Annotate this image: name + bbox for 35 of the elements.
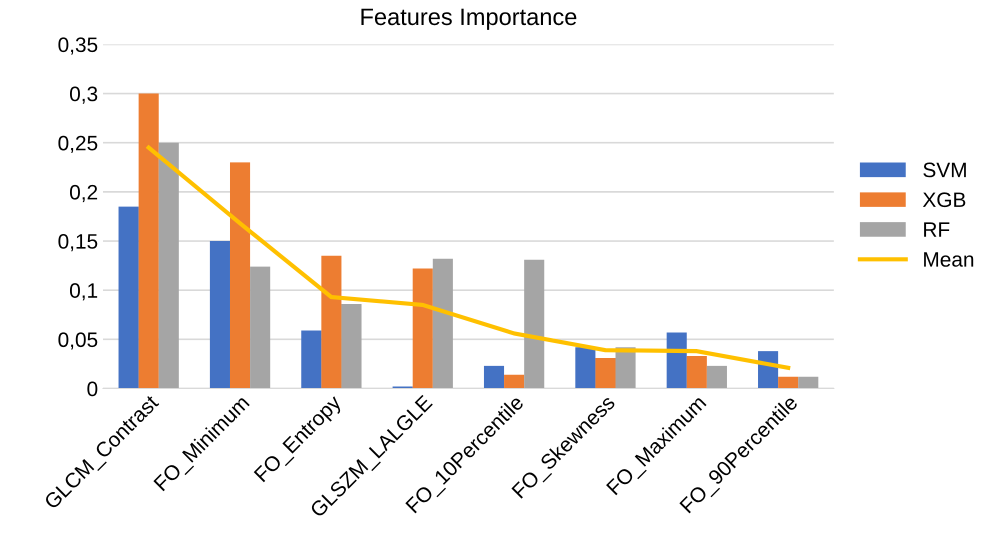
bar [432,258,453,388]
y-tick-label: 0,25 [58,136,98,153]
bar [321,256,342,388]
bar [210,241,230,388]
bar [575,347,596,388]
bar [341,304,362,388]
bar [504,374,524,388]
y-tick-label: 0,2 [70,184,98,202]
bar [686,356,707,388]
legend-label: Mean [924,252,974,267]
legend-label: XGB [922,192,966,208]
bar [230,162,250,388]
bar [412,268,433,388]
bar [595,358,616,388]
bar [118,206,139,388]
y-tick-label: 0,1 [70,283,98,300]
bar [301,330,322,388]
y-tick-label: 0,05 [58,332,98,350]
chart-title: Features Importance [361,8,576,30]
bar [524,260,544,388]
bar [250,266,270,388]
y-tick-label: 0 [87,382,98,396]
y-tick-label: 0,3 [70,86,98,104]
legend-label: RF [924,222,950,237]
line-series [146,146,790,370]
bar [138,94,159,388]
bar [158,142,179,388]
bar [778,376,798,388]
legend-label: SVM [923,162,966,178]
y-tick-label: 0,15 [58,234,98,252]
bar [666,332,687,388]
y-tick-label: 0,35 [58,37,98,55]
bar [706,366,727,388]
bar [484,366,504,388]
bar [798,376,818,388]
